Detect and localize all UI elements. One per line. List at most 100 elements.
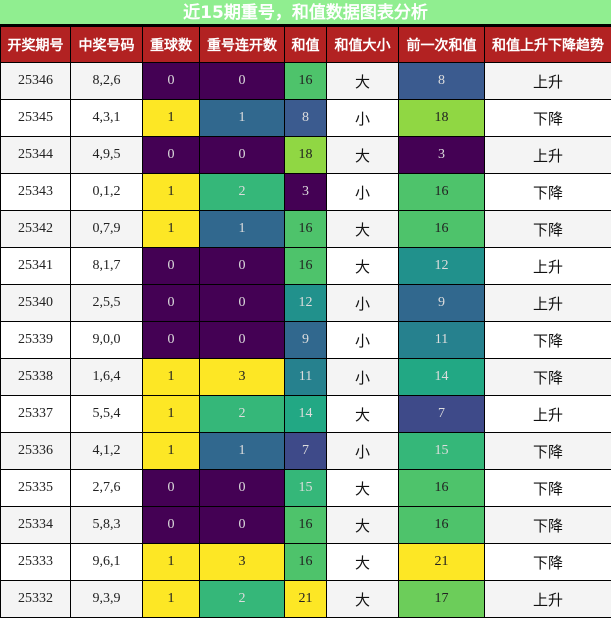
prev-sum-cell: 16	[398, 506, 485, 544]
prev-sum-cell: 17	[398, 580, 485, 618]
trend-cell: 下降	[484, 432, 611, 470]
repeat-cell: 1	[142, 543, 200, 581]
header-sum-size: 和值大小	[326, 26, 399, 63]
sum-size-cell: 大	[326, 62, 399, 100]
trend-cell: 上升	[484, 395, 611, 433]
numbers-cell: 0,7,9	[70, 210, 143, 248]
repeat-cell: 1	[142, 99, 200, 137]
repeat-streak-cell: 0	[199, 136, 285, 174]
numbers-cell: 5,5,4	[70, 395, 143, 433]
issue-cell: 25332	[0, 580, 71, 618]
numbers-cell: 4,9,5	[70, 136, 143, 174]
header-trend: 和值上升下降趋势	[484, 26, 611, 63]
table-row: 25334 5,8,3 0 0 16 大 16 下降	[0, 506, 611, 544]
repeat-streak-cell: 0	[199, 506, 285, 544]
sum-size-cell: 小	[326, 321, 399, 359]
repeat-cell: 0	[142, 62, 200, 100]
repeat-cell: 0	[142, 506, 200, 544]
prev-sum-cell: 7	[398, 395, 485, 433]
sum-size-cell: 大	[326, 580, 399, 618]
table-row: 25344 4,9,5 0 0 18 大 3 上升	[0, 136, 611, 174]
prev-sum-cell: 14	[398, 358, 485, 396]
sum-size-cell: 小	[326, 284, 399, 322]
table-row: 25332 9,3,9 1 2 21 大 17 上升	[0, 580, 611, 618]
numbers-cell: 4,1,2	[70, 432, 143, 470]
sum-size-cell: 大	[326, 136, 399, 174]
numbers-cell: 8,1,7	[70, 247, 143, 285]
repeat-cell: 1	[142, 173, 200, 211]
repeat-streak-cell: 2	[199, 173, 285, 211]
repeat-streak-cell: 3	[199, 543, 285, 581]
numbers-cell: 9,6,1	[70, 543, 143, 581]
repeat-streak-cell: 1	[199, 99, 285, 137]
trend-cell: 上升	[484, 247, 611, 285]
issue-cell: 25335	[0, 469, 71, 507]
prev-sum-cell: 16	[398, 469, 485, 507]
numbers-cell: 2,7,6	[70, 469, 143, 507]
repeat-cell: 0	[142, 321, 200, 359]
table-row: 25345 4,3,1 1 1 8 小 18 下降	[0, 99, 611, 137]
issue-cell: 25337	[0, 395, 71, 433]
prev-sum-cell: 16	[398, 210, 485, 248]
sum-cell: 15	[284, 469, 327, 507]
header-prev-sum: 前一次和值	[398, 26, 485, 63]
table-row: 25340 2,5,5 0 0 12 小 9 上升	[0, 284, 611, 322]
sum-cell: 18	[284, 136, 327, 174]
numbers-cell: 4,3,1	[70, 99, 143, 137]
table-row: 25337 5,5,4 1 2 14 大 7 上升	[0, 395, 611, 433]
sum-size-cell: 大	[326, 210, 399, 248]
trend-cell: 下降	[484, 506, 611, 544]
repeat-streak-cell: 0	[199, 62, 285, 100]
prev-sum-cell: 9	[398, 284, 485, 322]
table-row: 25336 4,1,2 1 1 7 小 15 下降	[0, 432, 611, 470]
prev-sum-cell: 12	[398, 247, 485, 285]
repeat-cell: 0	[142, 469, 200, 507]
sum-size-cell: 小	[326, 99, 399, 137]
repeat-cell: 1	[142, 358, 200, 396]
repeat-streak-cell: 2	[199, 580, 285, 618]
repeat-streak-cell: 3	[199, 358, 285, 396]
issue-cell: 25343	[0, 173, 71, 211]
sum-cell: 14	[284, 395, 327, 433]
table-row: 25346 8,2,6 0 0 16 大 8 上升	[0, 62, 611, 100]
sum-cell: 9	[284, 321, 327, 359]
repeat-cell: 0	[142, 247, 200, 285]
issue-cell: 25339	[0, 321, 71, 359]
prev-sum-cell: 11	[398, 321, 485, 359]
issue-cell: 25334	[0, 506, 71, 544]
data-table: 开奖期号 中奖号码 重球数 重号连开数 和值 和值大小 前一次和值 和值上升下降…	[0, 26, 611, 618]
sum-cell: 12	[284, 284, 327, 322]
numbers-cell: 2,5,5	[70, 284, 143, 322]
sum-size-cell: 大	[326, 247, 399, 285]
header-repeat: 重球数	[142, 26, 200, 63]
prev-sum-cell: 16	[398, 173, 485, 211]
sum-cell: 16	[284, 62, 327, 100]
sum-size-cell: 小	[326, 173, 399, 211]
sum-size-cell: 小	[326, 358, 399, 396]
trend-cell: 下降	[484, 99, 611, 137]
issue-cell: 25346	[0, 62, 71, 100]
repeat-streak-cell: 0	[199, 284, 285, 322]
issue-cell: 25338	[0, 358, 71, 396]
header-row: 开奖期号 中奖号码 重球数 重号连开数 和值 和值大小 前一次和值 和值上升下降…	[0, 26, 611, 63]
table-row: 25335 2,7,6 0 0 15 大 16 下降	[0, 469, 611, 507]
trend-cell: 下降	[484, 173, 611, 211]
repeat-cell: 1	[142, 210, 200, 248]
issue-cell: 25336	[0, 432, 71, 470]
numbers-cell: 1,6,4	[70, 358, 143, 396]
prev-sum-cell: 8	[398, 62, 485, 100]
numbers-cell: 8,2,6	[70, 62, 143, 100]
table-row: 25343 0,1,2 1 2 3 小 16 下降	[0, 173, 611, 211]
repeat-cell: 1	[142, 395, 200, 433]
trend-cell: 下降	[484, 358, 611, 396]
prev-sum-cell: 21	[398, 543, 485, 581]
issue-cell: 25342	[0, 210, 71, 248]
sum-size-cell: 大	[326, 395, 399, 433]
table-row: 25341 8,1,7 0 0 16 大 12 上升	[0, 247, 611, 285]
trend-cell: 下降	[484, 543, 611, 581]
issue-cell: 25344	[0, 136, 71, 174]
sum-cell: 16	[284, 543, 327, 581]
trend-cell: 下降	[484, 321, 611, 359]
header-numbers: 中奖号码	[70, 26, 143, 63]
repeat-cell: 1	[142, 432, 200, 470]
